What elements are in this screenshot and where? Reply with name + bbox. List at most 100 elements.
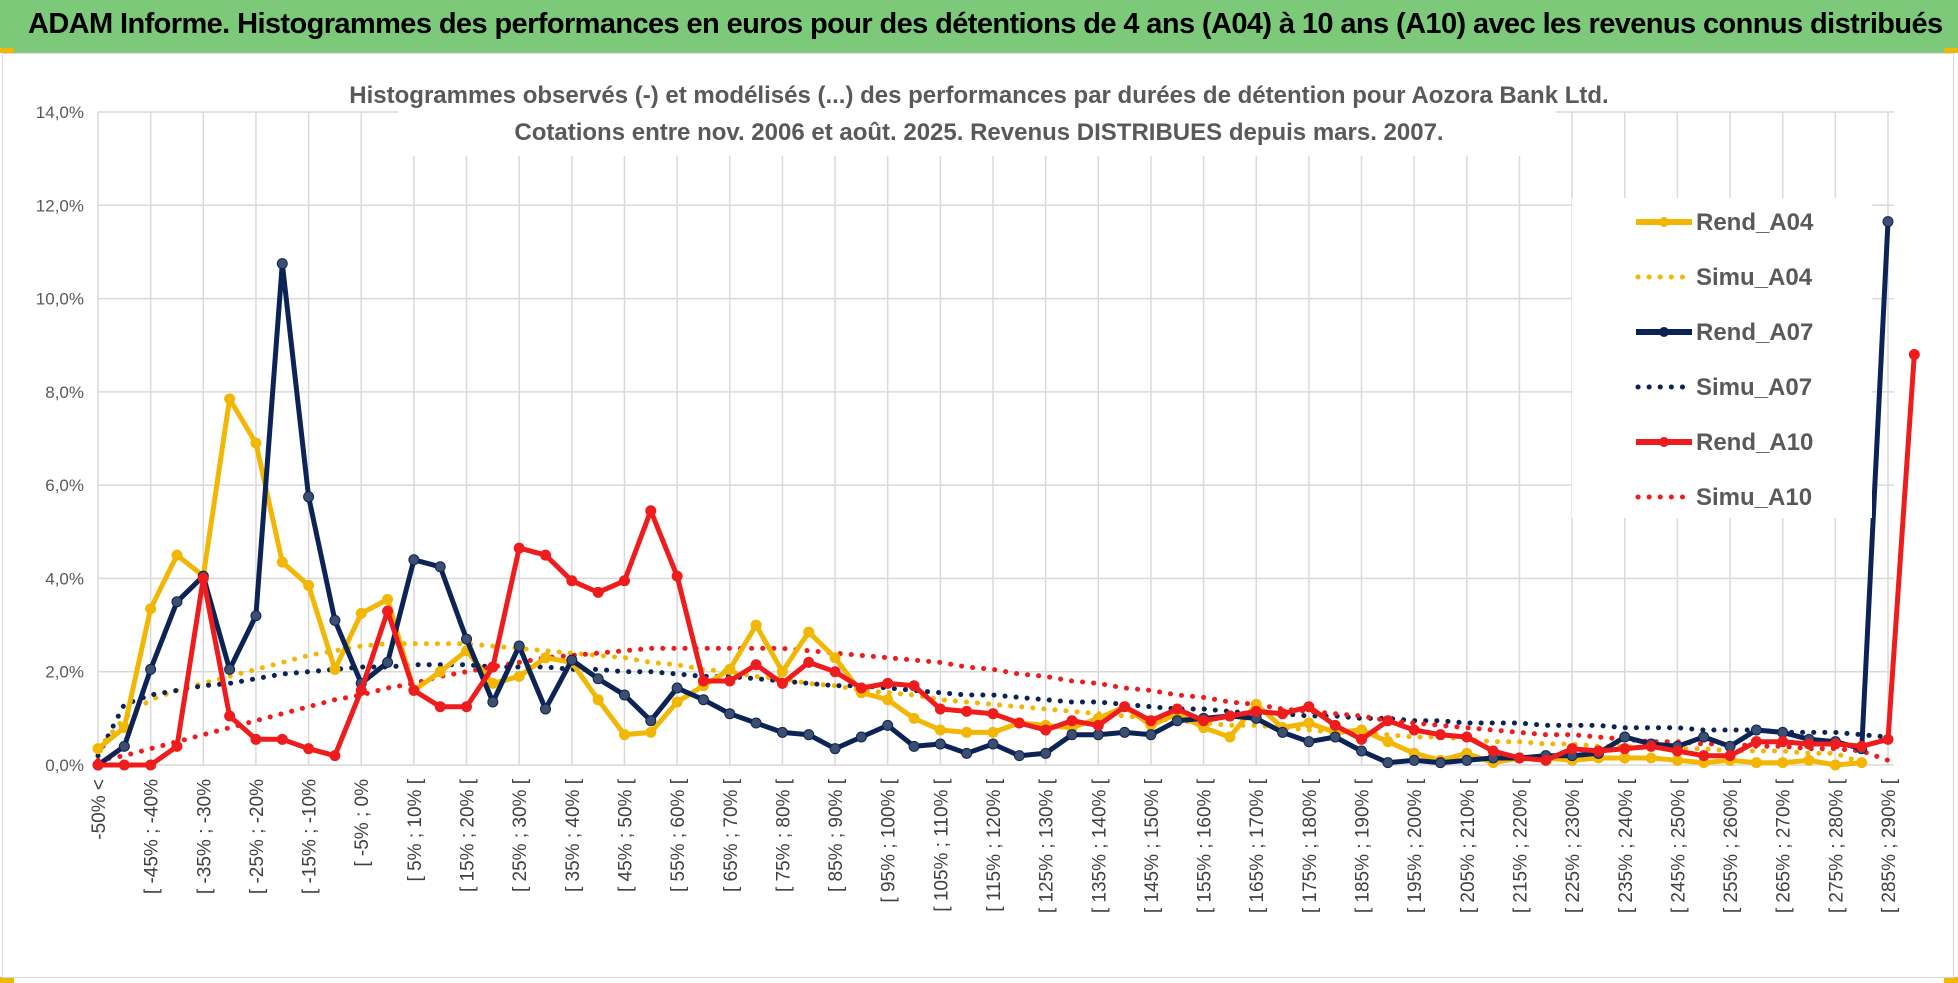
data-point xyxy=(434,701,446,713)
data-point xyxy=(1856,740,1868,752)
data-point xyxy=(540,652,551,664)
data-point xyxy=(1145,729,1157,741)
legend-label: Simu_A10 xyxy=(1696,484,1812,511)
data-point xyxy=(1619,752,1631,764)
data-point xyxy=(329,614,341,626)
data-point xyxy=(803,729,815,741)
data-point xyxy=(1356,733,1368,745)
data-point xyxy=(1408,754,1420,766)
data-point xyxy=(1277,726,1289,738)
data-point xyxy=(1513,752,1525,764)
data-point xyxy=(461,633,473,645)
data-point xyxy=(1724,750,1736,762)
data-point xyxy=(355,684,367,696)
data-point xyxy=(1540,754,1552,766)
data-point xyxy=(1145,715,1157,727)
data-point xyxy=(540,703,551,715)
chart-title: Histogrammes observés (-) et modélisés (… xyxy=(349,82,1608,109)
data-point xyxy=(566,575,578,587)
data-point xyxy=(250,610,262,622)
data-point xyxy=(145,663,157,675)
data-point xyxy=(1329,731,1341,743)
data-point xyxy=(934,703,946,715)
data-point xyxy=(1461,731,1473,743)
data-point xyxy=(1619,743,1631,755)
data-point xyxy=(1619,731,1631,743)
y-axis: 0,0% 2,0% 4,0% 6,0% 8,0% 10,0% 12,0% 14,0% xyxy=(36,103,84,775)
data-point xyxy=(776,666,788,678)
data-point xyxy=(1013,717,1025,729)
x-tick-label: [ 245% ; 250% [ xyxy=(1668,778,1689,913)
data-point xyxy=(592,694,604,706)
y-tick-label: 6,0% xyxy=(45,476,84,495)
data-point xyxy=(855,682,867,694)
x-tick-label: [ 5% ; 10% [ xyxy=(405,778,426,881)
data-point xyxy=(566,654,578,666)
data-point xyxy=(1092,729,1104,741)
data-point xyxy=(224,393,236,405)
data-point xyxy=(145,603,157,615)
data-point xyxy=(1066,729,1078,741)
data-point xyxy=(329,750,341,762)
data-point xyxy=(1171,715,1183,727)
data-point xyxy=(1303,701,1315,713)
legend-label: Simu_A04 xyxy=(1696,264,1813,291)
data-point xyxy=(1356,724,1368,736)
chart-subtitle: Cotations entre nov. 2006 et août. 2025.… xyxy=(514,119,1443,146)
data-point xyxy=(303,743,315,755)
data-point xyxy=(829,652,841,664)
data-point xyxy=(1382,736,1394,748)
data-point xyxy=(1671,754,1683,766)
y-tick-label: 10,0% xyxy=(36,290,84,309)
data-point xyxy=(1882,216,1894,228)
data-point xyxy=(934,738,946,750)
data-point xyxy=(961,726,973,738)
data-point xyxy=(171,549,183,561)
data-point xyxy=(382,605,394,617)
data-point xyxy=(882,694,894,706)
x-tick-label: [ 65% ; 70% [ xyxy=(721,778,742,892)
data-point xyxy=(1829,759,1841,771)
data-point xyxy=(224,663,236,675)
x-tick-label: [ 265% ; 270% [ xyxy=(1774,778,1795,913)
legend-item: Rend_A04 xyxy=(1636,209,1814,236)
series-line xyxy=(98,354,1917,768)
data-point xyxy=(487,677,499,689)
data-point xyxy=(329,663,341,675)
data-point xyxy=(1698,750,1710,762)
data-point xyxy=(1356,745,1368,757)
data-point xyxy=(724,708,736,720)
x-tick-label: -50% < xyxy=(89,779,110,840)
data-point xyxy=(461,701,473,713)
data-point xyxy=(1882,733,1894,745)
data-point xyxy=(750,659,762,671)
x-tick-label: [ 175% ; 180% [ xyxy=(1300,778,1321,913)
data-point xyxy=(1119,701,1131,713)
series-Rend_A10 xyxy=(92,349,1920,771)
series-Simu_A04 xyxy=(95,641,1865,766)
data-point xyxy=(276,733,288,745)
data-point xyxy=(1777,726,1789,738)
data-point xyxy=(1040,724,1052,736)
data-point xyxy=(750,717,762,729)
data-point xyxy=(1198,715,1210,727)
x-tick-label: [ 75% ; 80% [ xyxy=(773,778,794,892)
series-Simu_A10 xyxy=(95,645,1891,763)
x-tick-label: [ 205% ; 210% [ xyxy=(1458,778,1479,913)
chart-legend: Rend_A04 Simu_A04 Rend_A07 Simu_A07 Rend_A10… xyxy=(1572,198,1872,518)
data-point xyxy=(434,666,446,678)
legend-background xyxy=(1572,198,1872,518)
x-tick-label: [ 125% ; 130% [ xyxy=(1037,778,1058,913)
x-tick-label: [ 195% ; 200% [ xyxy=(1405,778,1426,913)
corner-mark xyxy=(1944,977,1958,983)
data-point xyxy=(645,505,657,517)
legend-item: Simu_A04 xyxy=(1635,264,1813,291)
data-point xyxy=(882,719,894,731)
data-point xyxy=(1408,724,1420,736)
data-point xyxy=(1250,705,1262,717)
x-tick-label: [ -5% ; 0% xyxy=(352,779,373,867)
data-point xyxy=(1040,747,1052,759)
data-point xyxy=(829,666,841,678)
y-tick-label: 4,0% xyxy=(45,569,84,588)
data-point xyxy=(171,596,183,608)
